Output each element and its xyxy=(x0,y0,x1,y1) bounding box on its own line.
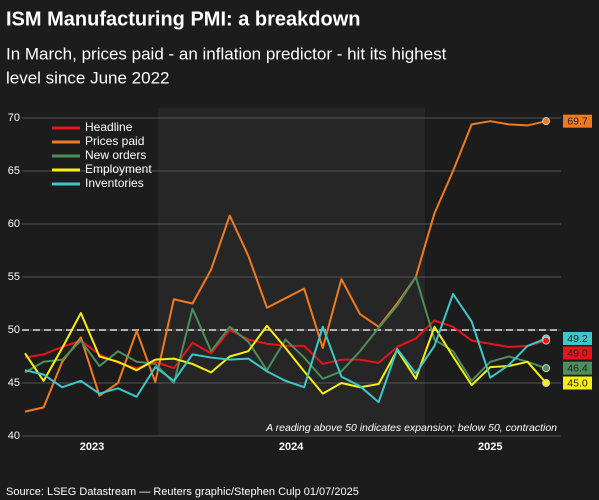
chart-title: ISM Manufacturing PMI: a breakdown xyxy=(6,8,360,30)
end-label-box xyxy=(563,114,592,128)
legend-label: Employment xyxy=(85,162,152,176)
end-label-box xyxy=(563,331,592,345)
source: Source: LSEG Datastream — Reuters graphi… xyxy=(6,486,359,498)
chart-subtitle: In March, prices paid - an inflation pre… xyxy=(6,44,447,63)
x-tick-label: 2025 xyxy=(478,441,502,453)
y-tick-label: 50 xyxy=(8,324,20,336)
x-tick-label: 2023 xyxy=(80,441,104,453)
end-point xyxy=(542,117,551,126)
y-tick-label: 70 xyxy=(8,112,20,124)
series-line xyxy=(24,312,547,395)
end-label-box xyxy=(563,361,592,375)
y-tick-label: 60 xyxy=(8,218,20,230)
annotation: A reading above 50 indicates expansion; … xyxy=(265,422,557,434)
x-tick-label: 2024 xyxy=(279,441,304,453)
y-tick-label: 55 xyxy=(8,271,20,283)
end-label: 45.0 xyxy=(567,377,588,389)
y-tick-label: 40 xyxy=(8,430,20,442)
end-point xyxy=(542,364,551,373)
y-tick-label: 65 xyxy=(8,165,20,177)
legend-label: New orders xyxy=(85,148,146,162)
end-label: 46.4 xyxy=(567,362,588,374)
series-line xyxy=(24,276,547,384)
legend-label: Inventories xyxy=(85,176,144,190)
chart-subtitle: level since June 2022 xyxy=(6,68,170,87)
series-line xyxy=(24,120,547,413)
end-label: 49.2 xyxy=(567,333,588,345)
end-point xyxy=(542,379,551,387)
end-label-box xyxy=(563,346,592,360)
end-point xyxy=(542,336,551,345)
end-label: 49.0 xyxy=(567,347,588,359)
end-label: 69.7 xyxy=(567,115,588,127)
y-tick-label: 45 xyxy=(8,377,20,389)
end-label-box xyxy=(563,376,592,390)
series-line xyxy=(24,292,547,404)
legend-label: Headline xyxy=(85,120,133,134)
legend-label: Prices paid xyxy=(85,134,144,148)
